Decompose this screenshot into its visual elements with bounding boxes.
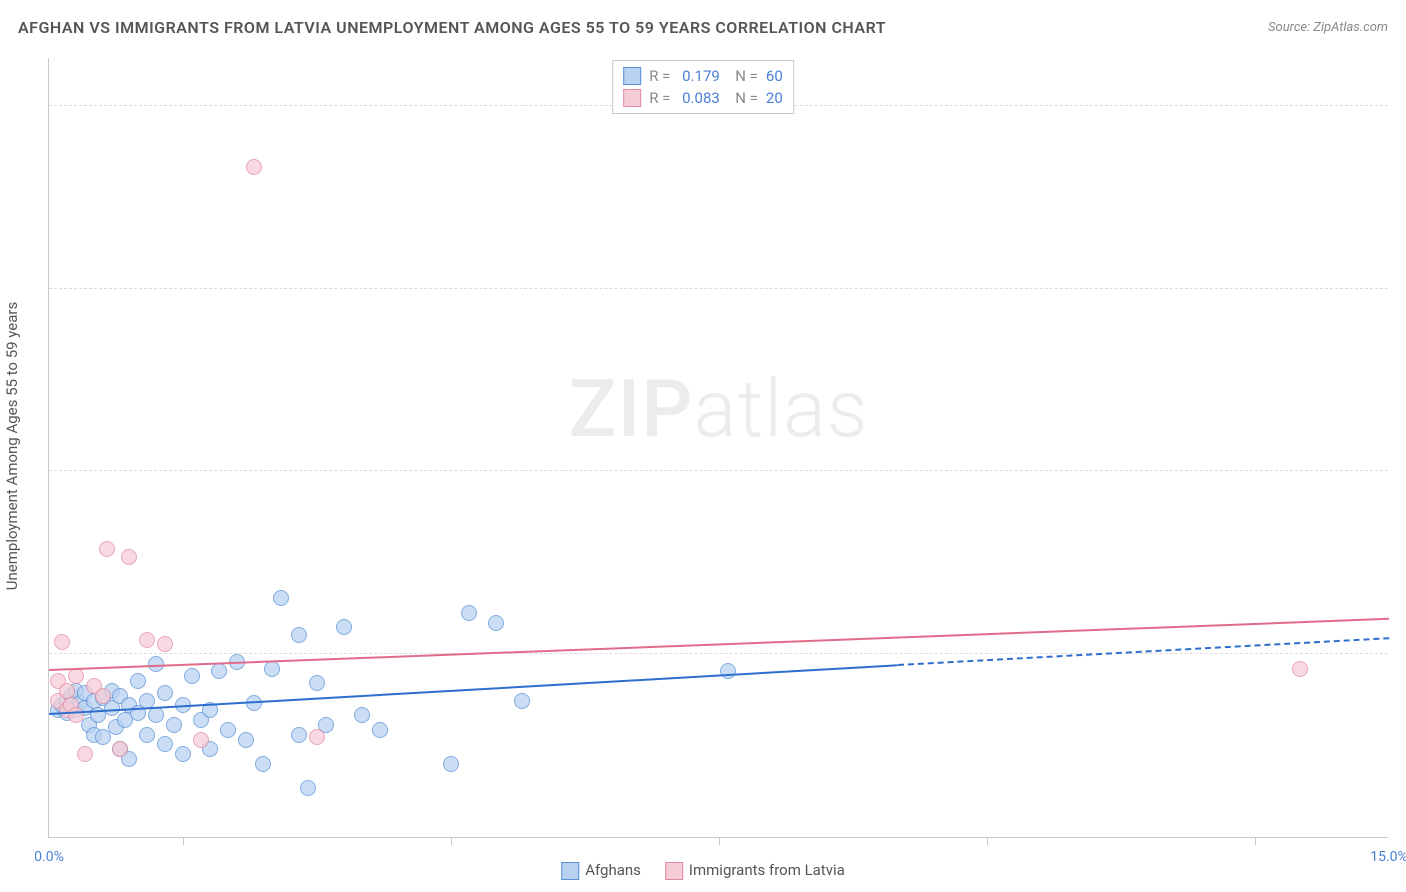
data-point [77, 746, 93, 762]
data-point [211, 663, 227, 679]
data-point [175, 746, 191, 762]
legend-label: Afghans [585, 861, 641, 879]
stat-r-value: 0.179 [682, 67, 720, 85]
data-point [130, 673, 146, 689]
data-point [157, 636, 173, 652]
data-point [193, 732, 209, 748]
data-point [59, 683, 75, 699]
data-point [372, 722, 388, 738]
stat-n-value: 20 [766, 89, 783, 107]
legend-item: Immigrants from Latvia [665, 861, 845, 880]
data-point [184, 668, 200, 684]
x-tick-mark [719, 837, 720, 845]
legend-swatch [623, 67, 641, 85]
stat-r-label: R = [649, 67, 674, 85]
y-tick-label: 7.5% [1394, 630, 1406, 646]
data-point [309, 675, 325, 691]
data-point [95, 688, 111, 704]
data-point [1292, 661, 1308, 677]
gridline [49, 288, 1388, 289]
data-point [488, 615, 504, 631]
stats-legend: R = 0.179 N = 60 R = 0.083 N = 20 [612, 60, 794, 114]
legend-swatch [623, 89, 641, 107]
gridline [49, 653, 1388, 654]
data-point [139, 632, 155, 648]
stats-row: R = 0.179 N = 60 [623, 65, 783, 87]
gridline [49, 470, 1388, 471]
data-point [166, 717, 182, 733]
data-point [68, 668, 84, 684]
data-point [157, 685, 173, 701]
data-point [264, 661, 280, 677]
stat-r-value: 0.083 [682, 89, 720, 107]
x-tick-label: 15.0% [1370, 849, 1406, 865]
y-axis-label: Unemployment Among Ages 55 to 59 years [3, 302, 21, 590]
data-point [238, 732, 254, 748]
data-point [291, 727, 307, 743]
x-tick-mark [451, 837, 452, 845]
stat-n-value: 60 [766, 67, 783, 85]
data-point [514, 693, 530, 709]
data-point [220, 722, 236, 738]
source-credit: Source: ZipAtlas.com [1268, 20, 1388, 35]
x-tick-mark [987, 837, 988, 845]
data-point [336, 619, 352, 635]
x-tick-mark [183, 837, 184, 845]
data-point [291, 627, 307, 643]
stat-n-label: N = [728, 67, 758, 85]
trend-line [49, 618, 1389, 671]
data-point [300, 780, 316, 796]
x-tick-label: 0.0% [34, 849, 64, 865]
series-legend: Afghans Immigrants from Latvia [561, 861, 845, 880]
y-tick-label: 15.0% [1394, 447, 1406, 463]
data-point [309, 729, 325, 745]
data-point [157, 736, 173, 752]
legend-label: Immigrants from Latvia [689, 861, 845, 879]
data-point [121, 549, 137, 565]
data-point [354, 707, 370, 723]
trend-line-extrapolated [898, 638, 1389, 667]
stat-n-label: N = [728, 89, 758, 107]
data-point [273, 590, 289, 606]
data-point [443, 756, 459, 772]
legend-swatch [665, 862, 683, 880]
stat-r-label: R = [649, 89, 674, 107]
data-point [720, 663, 736, 679]
watermark: ZIPatlas [569, 362, 869, 456]
data-point [139, 727, 155, 743]
scatter-plot: ZIPatlas 7.5%15.0%22.5%30.0%0.0%15.0% [48, 58, 1388, 838]
y-tick-label: 30.0% [1394, 82, 1406, 98]
trend-line [49, 664, 898, 715]
data-point [99, 541, 115, 557]
chart-title: AFGHAN VS IMMIGRANTS FROM LATVIA UNEMPLO… [18, 18, 886, 37]
data-point [461, 605, 477, 621]
data-point [68, 707, 84, 723]
y-tick-label: 22.5% [1394, 265, 1406, 281]
x-tick-mark [1255, 837, 1256, 845]
legend-swatch [561, 862, 579, 880]
data-point [54, 634, 70, 650]
data-point [148, 707, 164, 723]
data-point [255, 756, 271, 772]
legend-item: Afghans [561, 861, 641, 880]
stats-row: R = 0.083 N = 20 [623, 87, 783, 109]
data-point [246, 159, 262, 175]
data-point [112, 741, 128, 757]
